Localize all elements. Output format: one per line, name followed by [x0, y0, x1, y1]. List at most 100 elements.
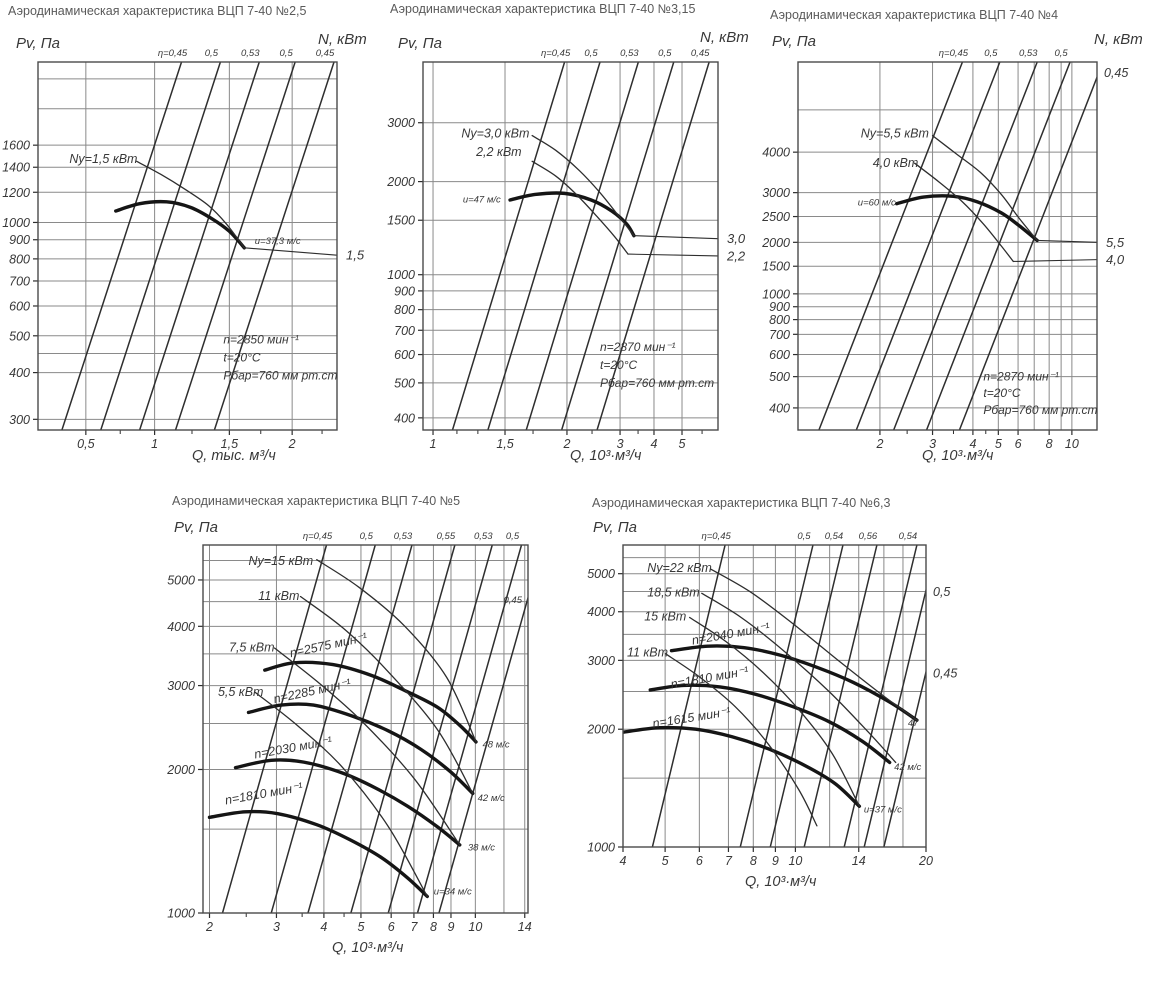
y-tick-label: 800 [394, 303, 415, 317]
power-curve [254, 691, 428, 898]
efficiency-line [61, 62, 183, 430]
eta-label: 0,5 [797, 531, 811, 542]
power-label: 11 кВт [258, 589, 299, 603]
conditions-line: t=20°C [983, 386, 1020, 400]
y-tick-label: 1000 [762, 287, 790, 301]
x-tick-label: 0,5 [77, 437, 94, 451]
x-tick-label: 7 [725, 854, 733, 868]
efficiency-line [451, 62, 566, 430]
pressure-curve [114, 199, 247, 250]
conditions-line: Рбар=760 мм рт.ст [223, 369, 337, 383]
y-tick-label: 1500 [387, 214, 415, 228]
power-label: Ny=15 кВт [249, 554, 314, 568]
power-curve [531, 160, 629, 255]
y-tick-label: 2000 [761, 236, 790, 250]
eta-label: 0,54 [899, 531, 918, 542]
n-axis-title: N, кВт [318, 31, 367, 48]
pressure-curve [508, 191, 636, 238]
power-curve [531, 134, 635, 237]
efficiency-line [350, 545, 456, 913]
plot-lines-group [451, 62, 710, 430]
x-tick-label: 7 [410, 920, 418, 934]
x-tick-label: 4 [320, 920, 327, 934]
plot-border [422, 61, 719, 431]
y-tick-label: 5000 [587, 567, 615, 581]
efficiency-line [387, 545, 493, 913]
chart-vcp-7-40-no-3-15: Аэродинамическая характеристика ВЦП 7-40… [380, 0, 768, 482]
eta-label: 0,5 [658, 48, 672, 59]
eta-label: 0,54 [825, 531, 844, 542]
eta-label: 0,5 [984, 48, 998, 59]
speed-label: 42 м/с [478, 793, 505, 804]
conditions-line: n=2870 мин⁻¹ [600, 340, 676, 354]
efficiency-line [818, 62, 964, 430]
power-curve [299, 595, 474, 795]
speed-label: u=37,3 м/с [255, 236, 301, 247]
chart-canvas: 1000 2000 3000 4000 5000 2 3 4 5 6 7 8 9 10 14 η=0,45 0,… [166, 519, 532, 956]
y-tick-label: 4000 [762, 146, 790, 160]
x-tick-label: 5 [679, 437, 686, 451]
x-tick-label: 3 [273, 920, 280, 934]
chart-plot: 1000 2000 3000 4000 5000 4 5 6 7 8 9 10 14 20 η=0,45 0,… [580, 490, 1000, 910]
x-tick-label: 9 [772, 854, 779, 868]
conditions-line: t=20°C [600, 358, 637, 372]
y-tick-label: 600 [9, 299, 30, 313]
eta-label: 0,5 [205, 48, 219, 59]
x-tick-label: 10 [1065, 437, 1079, 451]
y-axis-title: Pv, Па [593, 519, 637, 536]
eta-label: 0,53 [620, 48, 639, 59]
x-axis-title: Q, 10³·м³/ч [570, 448, 642, 464]
power-label: 2,2 кВт [475, 145, 522, 159]
n-axis-value: 3,0 [727, 231, 746, 246]
speed-label: u=60 м/с [858, 198, 896, 209]
chart-canvas: 300 400 500 600 700 800 900 1000 1200 1400 1600 0,5… [2, 31, 367, 464]
plot-lines-group [818, 62, 1097, 430]
pressure-curve [233, 758, 462, 847]
chart-title: Аэродинамическая характеристика ВЦП 7-40… [172, 494, 461, 508]
n-leader-line [244, 247, 338, 256]
efficiency-line [892, 62, 1038, 430]
chart-canvas: 400 500 600 700 800 900 1000 1500 2000 3000 1 1,5 2 3… [386, 29, 749, 464]
y-tick-label: 300 [9, 413, 30, 427]
y-tick-label: 400 [394, 411, 415, 425]
x-tick-label: 8 [750, 854, 757, 868]
efficiency-line [769, 545, 844, 847]
efficiency-line [803, 545, 878, 847]
x-tick-label: 2 [288, 437, 296, 451]
eta-label-right: 0,45 [1104, 66, 1128, 80]
efficiency-line [855, 62, 1001, 430]
pressure-curve [648, 683, 892, 765]
power-label: Ny=22 кВт [647, 561, 712, 575]
x-tick-label: 2 [875, 437, 883, 451]
y-axis-title: Pv, Па [398, 35, 442, 52]
y-tick-label: 4000 [167, 620, 195, 634]
power-label: Ny=3,0 кВт [461, 126, 529, 140]
pressure-curve [894, 194, 1039, 243]
power-label: 18,5 кВт [647, 585, 699, 599]
power-curve [689, 616, 860, 807]
plot-lines-group [207, 545, 528, 913]
y-tick-label: 3000 [387, 116, 415, 130]
power-curve [913, 162, 1014, 263]
n-axis-value: 2,2 [726, 248, 746, 263]
y-tick-label: 2500 [761, 210, 790, 224]
x-tick-label: 8 [1046, 437, 1053, 451]
eta-label-right: 0,5 [933, 585, 950, 599]
y-tick-label: 1000 [2, 216, 30, 230]
eta-label: 0,5 [584, 48, 598, 59]
y-tick-label: 600 [769, 348, 790, 362]
efficiency-line [651, 545, 726, 847]
plot-border [37, 61, 338, 431]
chart-title: Аэродинамическая характеристика ВЦП 7-40… [390, 2, 696, 16]
efficiency-line [416, 545, 523, 913]
x-tick-label: 1,5 [496, 437, 513, 451]
chart-plot: 400 500 600 700 800 900 1000 1500 2000 3000 1 1,5 2 3… [380, 0, 768, 482]
power-label: 5,5 кВт [218, 685, 264, 699]
efficiency-line [739, 545, 814, 847]
n-leader-line [628, 253, 719, 257]
power-label: Ny=1,5 кВт [69, 152, 137, 166]
x-tick-label: 6 [1015, 437, 1022, 451]
y-tick-label: 700 [9, 274, 30, 288]
rpm-label: n=1615 мин⁻¹ [652, 705, 732, 731]
conditions-line: Рбар=760 мм рт.ст [600, 376, 714, 390]
